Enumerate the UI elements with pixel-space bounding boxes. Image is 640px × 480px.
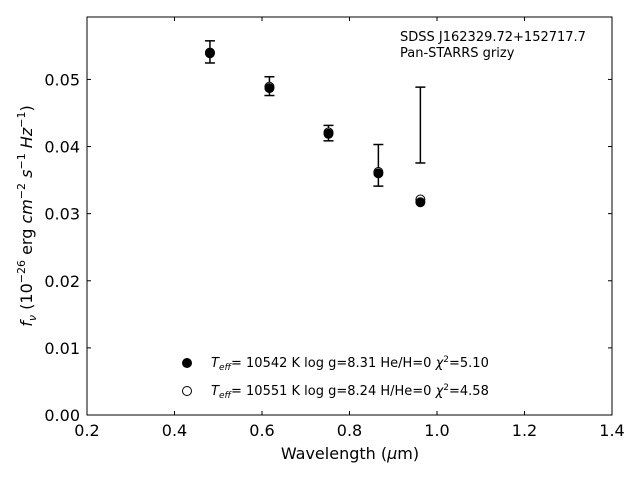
annotation-line-2: Pan-STARRS grizy [400,46,515,61]
y-tick-label: 0.00 [44,406,80,425]
model-point-filled [373,168,384,179]
x-tick-label: 0.4 [162,421,187,440]
model-point-filled [204,48,215,59]
x-tick-label: 0.6 [249,421,274,440]
annotation: SDSS J162329.72+152717.7 Pan-STARRS griz… [400,30,586,61]
x-tick-label: 1.2 [512,421,537,440]
legend-marker-open [182,386,192,396]
error-bar [415,86,426,164]
y-tick-label: 0.04 [44,138,80,157]
error-bar [373,143,384,187]
model-point-filled [415,197,426,208]
legend-label-1: Teff= 10542 K log g=8.31 He/H=0 χ2=5.10 [211,355,489,373]
y-tick-label: 0.03 [44,205,80,224]
y-axis-label: fν (10−26 erg cm−2 s−1 Hz−1) [15,105,39,326]
x-tick-label: 1.0 [424,421,449,440]
x-tick-label: 1.4 [599,421,624,440]
error-bars [204,40,426,187]
x-tick-label: 0.8 [337,421,362,440]
y-tick-label: 0.01 [44,339,80,358]
axis-ticks: 0.2 0.4 0.6 0.8 1.0 1.2 1.4 0.00 0.01 0.02 0.03 0.0… [44,17,625,440]
legend: Teff= 10542 K log g=8.31 He/H=0 χ2=5.10 … [182,355,489,401]
model-point-filled [264,83,275,94]
legend-label-2: Teff= 10551 K log g=8.24 H/He=0 χ2=4.58 [211,383,489,401]
y-tick-label: 0.02 [44,272,80,291]
x-tick-label: 0.2 [74,421,99,440]
x-axis-label: Wavelength (μm) [281,444,419,463]
annotation-line-1: SDSS J162329.72+152717.7 [400,30,586,45]
model-point-filled [323,128,334,139]
y-tick-label: 0.05 [44,70,80,89]
legend-marker-filled [182,358,192,368]
data-points [204,47,426,208]
